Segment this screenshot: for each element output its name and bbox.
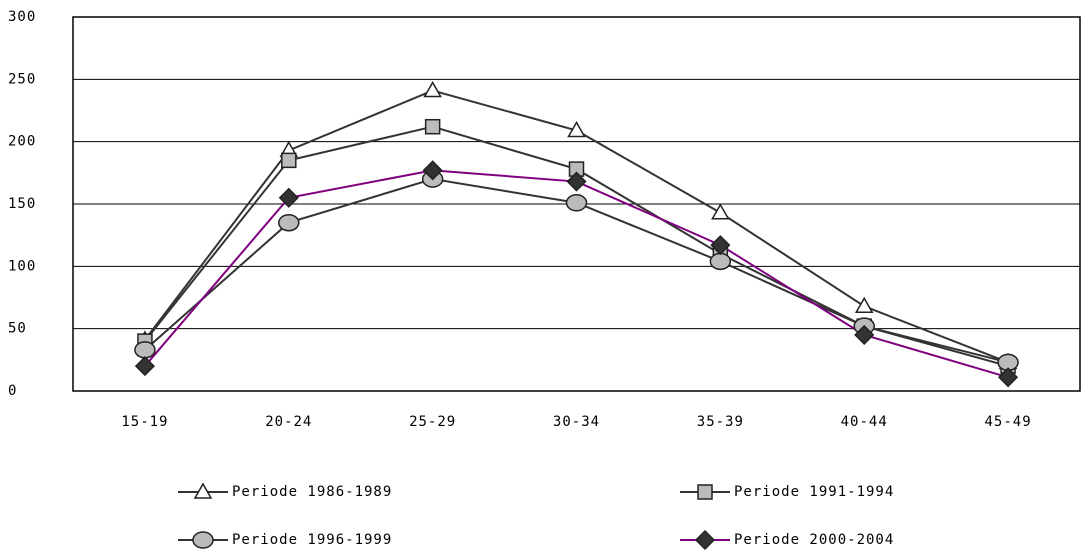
data-point: [281, 152, 297, 169]
x-tick-label: 35-39: [697, 414, 744, 430]
y-tick-label: 300: [8, 9, 36, 25]
data-point: [134, 341, 156, 359]
data-point: [278, 187, 299, 208]
data-point: [423, 81, 442, 98]
data-point: [134, 356, 155, 377]
data-point: [710, 235, 731, 256]
x-tick-label: 30-34: [553, 414, 600, 430]
data-point: [565, 194, 588, 212]
data-point: [567, 120, 586, 138]
legend-label: Periode 1991-1994: [734, 484, 894, 500]
y-tick-label: 150: [8, 196, 36, 212]
legend-label: Periode 2000-2004: [734, 532, 894, 548]
data-point: [998, 367, 1019, 388]
data-point: [709, 252, 732, 271]
y-tick-label: 100: [8, 258, 36, 274]
legend-label: Periode 1996-1999: [232, 532, 392, 548]
x-tick-label: 25-29: [409, 414, 456, 430]
legend-marker: [193, 482, 213, 499]
y-tick-label: 250: [8, 71, 36, 87]
legend-marker: [192, 531, 214, 549]
data-point: [854, 324, 875, 345]
data-point: [854, 296, 874, 313]
y-tick-label: 0: [8, 383, 17, 399]
data-point: [278, 213, 300, 232]
x-tick-label: 45-49: [984, 414, 1031, 430]
x-tick-label: 20-24: [265, 414, 312, 430]
legend-label: Periode 1986-1989: [232, 484, 392, 500]
y-tick-label: 50: [8, 321, 27, 337]
data-point: [422, 160, 443, 181]
y-tick-label: 200: [8, 134, 36, 150]
data-point: [566, 171, 587, 192]
data-point: [711, 203, 730, 220]
legend-marker: [694, 529, 716, 551]
data-point: [424, 118, 441, 135]
legend-marker: [697, 484, 713, 500]
x-tick-label: 15-19: [121, 414, 168, 430]
x-tick-label: 40-44: [841, 414, 888, 430]
